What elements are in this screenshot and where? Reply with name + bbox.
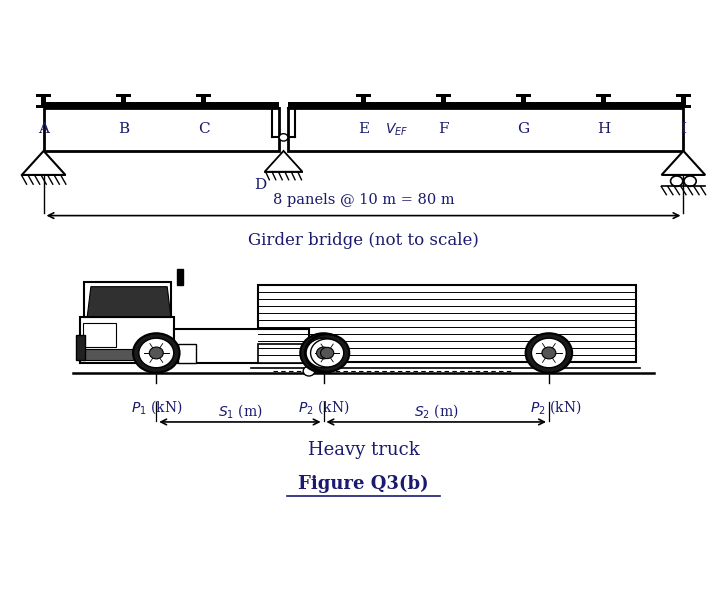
Text: I: I (680, 123, 686, 136)
Bar (36, 94, 51, 97)
Text: A: A (38, 123, 49, 136)
Text: C: C (198, 123, 209, 136)
Bar (435, 94, 451, 97)
Circle shape (306, 338, 341, 368)
Bar (84, 282, 171, 317)
Bar (288, 102, 683, 108)
Circle shape (310, 339, 344, 367)
Polygon shape (265, 151, 302, 172)
Text: H: H (597, 123, 610, 136)
Text: $S_1$ (m): $S_1$ (m) (217, 402, 262, 419)
Bar (595, 94, 611, 97)
Bar (201, 94, 206, 108)
Bar (116, 105, 131, 108)
Polygon shape (87, 286, 171, 317)
Circle shape (321, 347, 334, 359)
Circle shape (305, 334, 349, 371)
Text: E: E (358, 123, 369, 136)
Bar (76, 335, 85, 360)
Bar (601, 94, 606, 108)
Bar (116, 94, 131, 97)
Bar (435, 105, 451, 108)
Bar (356, 105, 371, 108)
Bar (174, 329, 309, 363)
Circle shape (279, 134, 288, 141)
Bar (288, 108, 683, 151)
Bar (441, 94, 446, 108)
Text: D: D (254, 178, 266, 192)
Polygon shape (22, 151, 65, 175)
Text: $S_2$ (m): $S_2$ (m) (414, 402, 459, 419)
Bar (676, 94, 691, 97)
Bar (41, 94, 47, 108)
Circle shape (526, 333, 572, 373)
Bar (44, 102, 279, 108)
Text: $P_2$ (kN): $P_2$ (kN) (531, 399, 582, 416)
Circle shape (316, 347, 331, 359)
Bar (516, 105, 531, 108)
Text: $P_2$ (kN): $P_2$ (kN) (298, 399, 349, 416)
Bar (595, 105, 611, 108)
Text: 8 panels @ 10 m = 80 m: 8 panels @ 10 m = 80 m (273, 193, 454, 207)
Bar (680, 94, 686, 108)
Bar (83, 323, 116, 347)
Bar (80, 317, 174, 363)
Bar (36, 105, 51, 108)
Bar (258, 285, 636, 362)
Bar (44, 108, 279, 151)
Text: F: F (438, 123, 449, 136)
Text: Figure Q3(b): Figure Q3(b) (298, 474, 429, 493)
Circle shape (300, 333, 347, 373)
Text: $V_{EF}$: $V_{EF}$ (385, 121, 409, 137)
Bar (516, 94, 531, 97)
Circle shape (542, 347, 556, 359)
Polygon shape (662, 151, 705, 175)
Circle shape (670, 176, 683, 186)
Bar (121, 94, 126, 108)
Circle shape (303, 366, 315, 376)
Bar (361, 94, 366, 108)
Text: Heavy truck: Heavy truck (308, 440, 419, 459)
Circle shape (684, 176, 696, 186)
Bar (196, 94, 211, 97)
Bar (83, 349, 137, 360)
Circle shape (149, 347, 164, 359)
Circle shape (139, 338, 174, 368)
Text: G: G (518, 123, 529, 136)
Circle shape (531, 338, 566, 368)
Bar (521, 94, 526, 108)
Bar (676, 105, 691, 108)
Circle shape (133, 333, 180, 373)
Bar (196, 105, 211, 108)
Bar (178, 344, 196, 363)
Text: B: B (118, 123, 129, 136)
Text: $P_1$ (kN): $P_1$ (kN) (131, 399, 182, 416)
Bar (258, 344, 309, 363)
Bar (356, 94, 371, 97)
Text: Girder bridge (not to scale): Girder bridge (not to scale) (248, 232, 479, 249)
Bar (177, 269, 183, 285)
